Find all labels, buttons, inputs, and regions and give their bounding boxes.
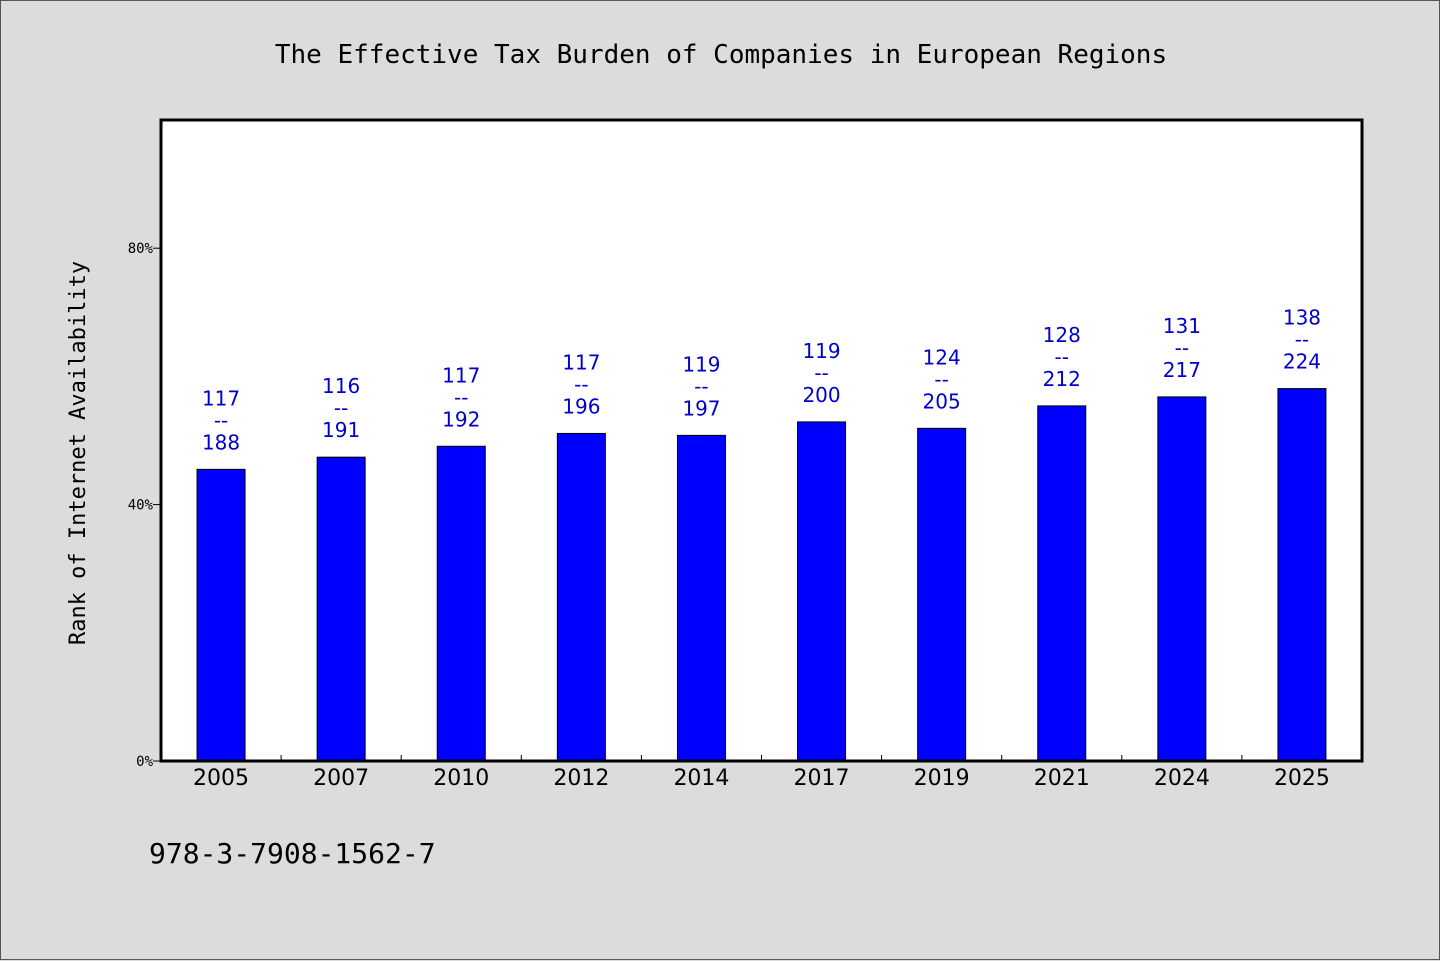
- bar-2005: [196, 468, 246, 762]
- data-label-2010-1: --: [454, 385, 468, 409]
- isbn-annotation: 978-3-7908-1562-7: [149, 837, 436, 870]
- data-label-2025-2: 224: [1283, 350, 1321, 374]
- data-label-2012-0: 117: [562, 350, 600, 374]
- data-label-2021-0: 128: [1043, 323, 1081, 347]
- bar-2025: [1277, 388, 1327, 762]
- data-label-2024-1: --: [1175, 336, 1189, 360]
- data-label-2021-1: --: [1055, 345, 1069, 369]
- bar-2007: [316, 456, 366, 762]
- data-label-2017-2: 200: [802, 383, 840, 407]
- x-tick-label-2024: 2024: [1154, 766, 1210, 791]
- plot-border: [159, 118, 1364, 763]
- data-label-2025-1: --: [1295, 328, 1309, 352]
- ticks-layer: 2005 2007 2010 2012 2014 2017 2019 2021 2024 2025…: [128, 241, 1330, 791]
- data-label-2007-1: --: [334, 396, 348, 420]
- data-label-2024-0: 131: [1163, 314, 1201, 338]
- bar-2014: [676, 434, 726, 762]
- x-tick-label-2025: 2025: [1274, 766, 1330, 791]
- data-label-2010-2: 192: [442, 407, 480, 431]
- data-label-2025-0: 138: [1283, 306, 1321, 330]
- bars-layer: 117--188116--191117--192117--196119--197…: [196, 306, 1327, 762]
- x-tick-label-2007: 2007: [313, 766, 369, 791]
- data-label-2012-1: --: [574, 372, 588, 396]
- data-label-2017-0: 119: [802, 339, 840, 363]
- data-label-2005-0: 117: [202, 386, 240, 410]
- data-label-2019-0: 124: [923, 345, 961, 369]
- x-tick-label-2005: 2005: [193, 766, 249, 791]
- x-tick-label-2021: 2021: [1034, 766, 1090, 791]
- data-label-2024-2: 217: [1163, 358, 1201, 382]
- x-tick-label-2014: 2014: [673, 766, 729, 791]
- data-label-2010-0: 117: [442, 363, 480, 387]
- x-tick-label-2012: 2012: [553, 766, 609, 791]
- bar-2024: [1157, 396, 1207, 762]
- data-label-2021-2: 212: [1043, 367, 1081, 391]
- data-label-2019-1: --: [934, 367, 948, 391]
- bar-2019: [917, 427, 967, 762]
- data-label-2012-2: 196: [562, 394, 600, 418]
- y-tick-label-0: 0%: [136, 754, 153, 770]
- y-tick-label-80: 80%: [128, 241, 154, 257]
- data-label-2005-2: 188: [202, 430, 240, 454]
- bar-2021: [1037, 405, 1087, 762]
- y-axis-label: Rank of Internet Availability: [66, 261, 91, 645]
- data-label-2014-1: --: [694, 374, 708, 398]
- y-tick-label-40: 40%: [128, 498, 154, 514]
- data-label-2007-0: 116: [322, 374, 360, 398]
- data-label-2019-2: 205: [923, 389, 961, 413]
- bar-2010: [436, 445, 486, 762]
- x-tick-label-2019: 2019: [914, 766, 970, 791]
- data-label-2007-2: 191: [322, 418, 360, 442]
- x-tick-label-2010: 2010: [433, 766, 489, 791]
- bar-2017: [797, 421, 847, 762]
- data-label-2014-0: 119: [682, 352, 720, 376]
- data-label-2005-1: --: [214, 408, 228, 432]
- data-label-2014-2: 197: [682, 396, 720, 420]
- x-tick-label-2017: 2017: [794, 766, 850, 791]
- chart-title: The Effective Tax Burden of Companies in…: [275, 40, 1167, 70]
- bar-2012: [556, 432, 606, 762]
- data-label-2017-1: --: [814, 361, 828, 385]
